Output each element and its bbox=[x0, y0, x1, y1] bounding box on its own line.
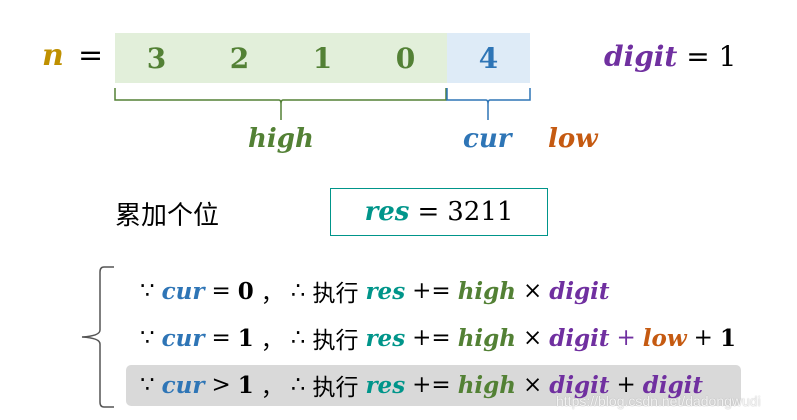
digit-value: 4 bbox=[478, 41, 499, 75]
because-symbol: ∵ bbox=[140, 325, 155, 351]
therefore-symbol: ∴ bbox=[290, 325, 306, 351]
operator: += bbox=[412, 372, 451, 398]
operator: × bbox=[522, 372, 543, 398]
digit-name: digit bbox=[604, 40, 678, 73]
operator: × bbox=[522, 278, 543, 304]
high-term: high bbox=[457, 371, 516, 399]
operator: × bbox=[522, 325, 543, 351]
watermark: https://blog.csdn.net/dadongwudi bbox=[556, 393, 761, 409]
value: 1 bbox=[237, 324, 254, 352]
equals-sign: = bbox=[78, 38, 104, 73]
braces bbox=[114, 88, 531, 120]
cur-term: cur bbox=[161, 371, 205, 399]
low-label: low bbox=[548, 124, 598, 154]
digit-term: digit bbox=[549, 277, 610, 305]
cur-term: cur bbox=[161, 324, 205, 352]
digit-value: 2 bbox=[229, 41, 250, 75]
equals-sign: = bbox=[686, 40, 710, 73]
therefore-symbol: ∴ bbox=[290, 278, 306, 304]
res-name: res bbox=[364, 197, 410, 227]
case-row: ∵ cur = 1 ， ∴ 执行 res += high × digit + l… bbox=[140, 318, 736, 358]
digit-cell-high: 0 bbox=[364, 33, 447, 83]
operator: += bbox=[412, 325, 451, 351]
res-term: res bbox=[365, 277, 406, 305]
operator: += bbox=[412, 278, 451, 304]
relation: > bbox=[211, 372, 231, 398]
operator: + bbox=[616, 372, 636, 398]
digit-cell-high: 2 bbox=[198, 33, 281, 83]
cur-label: cur bbox=[463, 124, 512, 154]
low-term: low bbox=[642, 324, 687, 352]
comma: ， bbox=[260, 281, 284, 307]
digit-value: 1 bbox=[718, 40, 737, 73]
row-highlight bbox=[126, 365, 741, 406]
digit-term: digit bbox=[549, 371, 610, 399]
digit-cell-cur: 4 bbox=[447, 33, 530, 83]
exec-text: 执行 bbox=[312, 281, 359, 307]
high-term: high bbox=[457, 324, 516, 352]
high-term: high bbox=[457, 277, 516, 305]
because-symbol: ∵ bbox=[140, 372, 155, 398]
res-box: res = 3211 bbox=[330, 188, 548, 236]
equals-sign: = bbox=[417, 197, 440, 227]
value: 0 bbox=[237, 277, 254, 305]
case-row-highlighted: ∵ cur > 1 ， ∴ 执行 res += high × digit + d… bbox=[140, 365, 703, 405]
high-brace bbox=[114, 88, 447, 120]
digit-variable: digit = 1 bbox=[604, 40, 736, 73]
left-brace bbox=[81, 266, 114, 408]
step-label: 累加个位 bbox=[115, 201, 220, 231]
value: 1 bbox=[237, 371, 254, 399]
relation: = bbox=[211, 325, 231, 351]
digit-value: 1 bbox=[312, 41, 333, 75]
cur-brace bbox=[446, 88, 531, 120]
exec-text: 执行 bbox=[312, 375, 359, 401]
res-term: res bbox=[365, 371, 406, 399]
exec-text: 执行 bbox=[312, 328, 359, 354]
therefore-symbol: ∴ bbox=[290, 372, 306, 398]
comma: ， bbox=[260, 328, 284, 354]
digit-value: 0 bbox=[395, 41, 416, 75]
digit-term: digit bbox=[549, 324, 610, 352]
because-symbol: ∵ bbox=[140, 278, 155, 304]
digit-term: digit bbox=[642, 371, 704, 399]
digit-cell-high: 1 bbox=[281, 33, 364, 83]
operator: + bbox=[693, 325, 713, 351]
res-value: 3211 bbox=[447, 197, 514, 227]
relation: = bbox=[211, 278, 231, 304]
digit-value: 3 bbox=[146, 41, 167, 75]
cur-term: cur bbox=[161, 277, 205, 305]
high-label: high bbox=[248, 124, 314, 154]
res-term: res bbox=[365, 324, 406, 352]
n-label: n bbox=[42, 38, 64, 73]
value: 1 bbox=[719, 324, 736, 352]
case-row: ∵ cur = 0 ， ∴ 执行 res += high × digit bbox=[140, 271, 610, 311]
comma: ， bbox=[260, 375, 284, 401]
digit-cell-high: 3 bbox=[115, 33, 198, 83]
operator: + bbox=[616, 325, 636, 351]
